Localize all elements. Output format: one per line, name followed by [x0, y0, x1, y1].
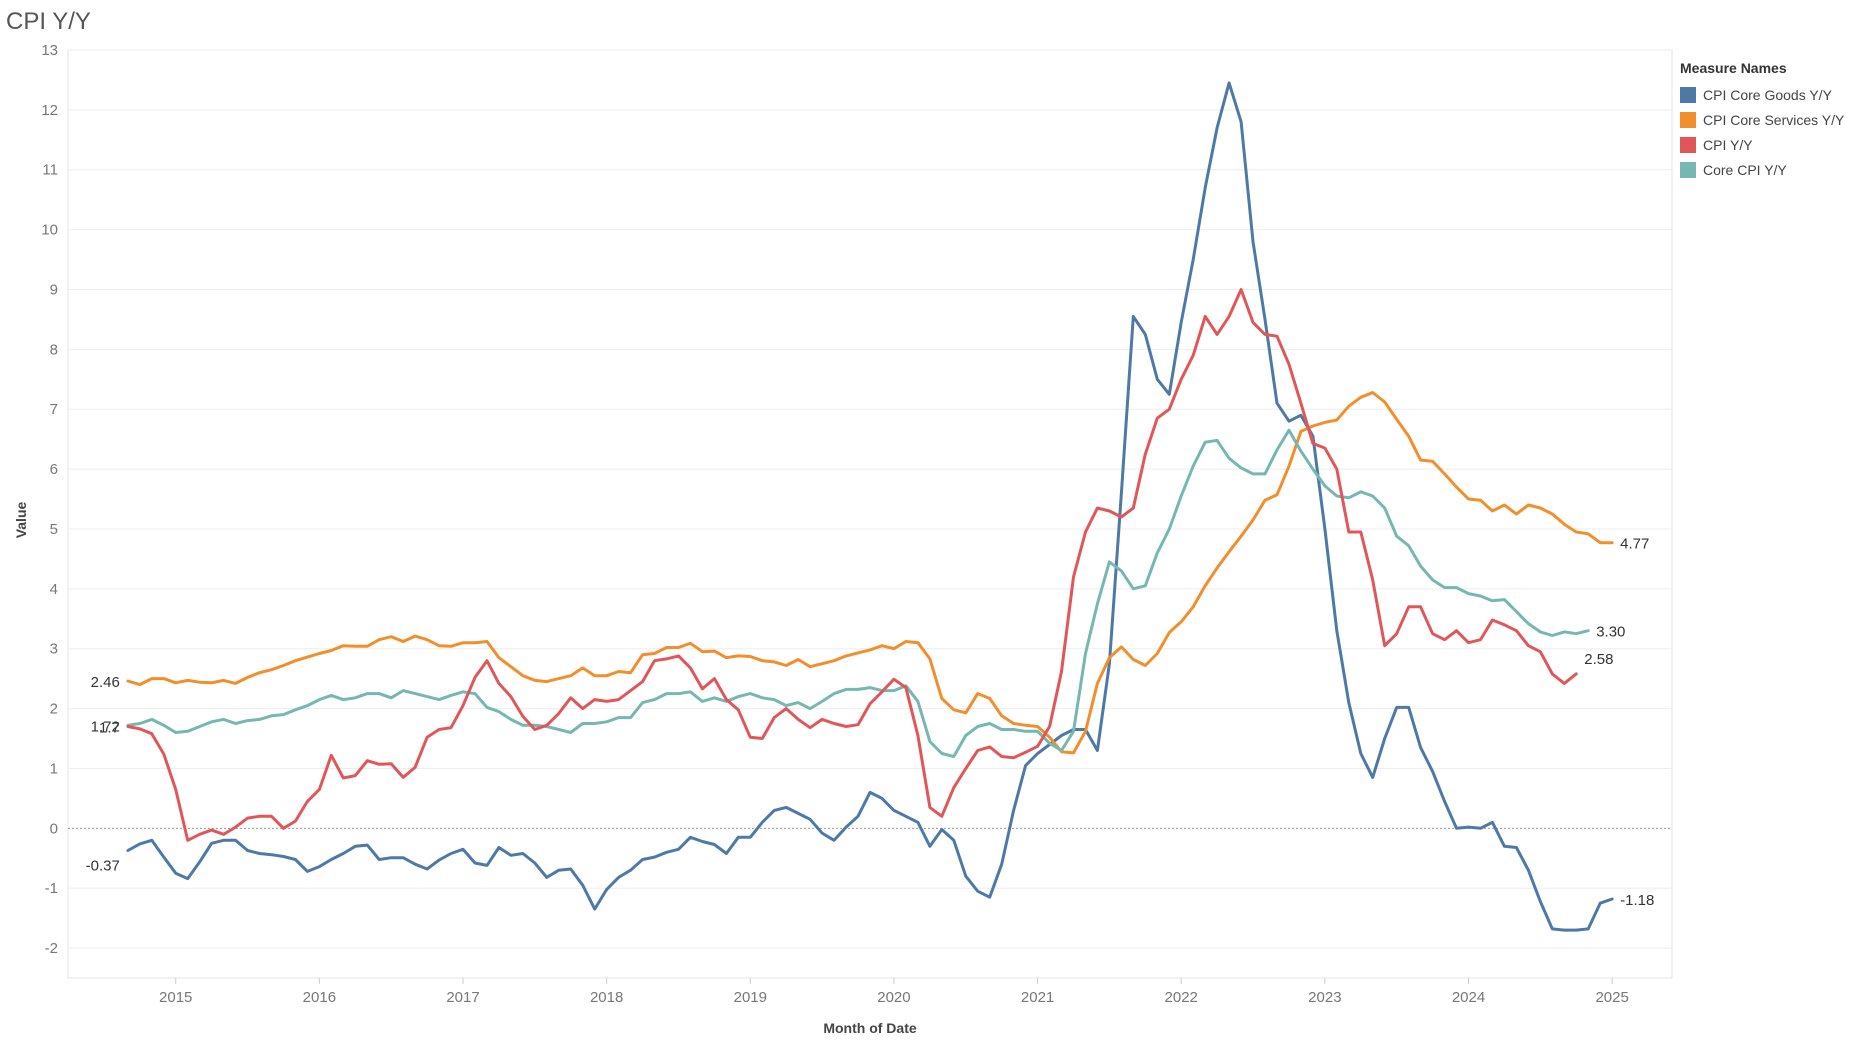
- legend-swatch: [1680, 86, 1696, 103]
- legend-item[interactable]: CPI Core Goods Y/Y: [1680, 82, 1844, 107]
- series-start-label: 2.46: [91, 674, 120, 691]
- legend-item[interactable]: CPI Core Services Y/Y: [1680, 107, 1844, 132]
- legend-label: CPI Core Goods Y/Y: [1703, 86, 1832, 103]
- y-tick-label: -2: [45, 940, 58, 957]
- series-lines: [126, 81, 1614, 932]
- y-axis-label: Value: [13, 502, 29, 539]
- x-tick-label: 2018: [590, 989, 623, 1006]
- y-tick-label: 3: [50, 641, 58, 658]
- legend-swatch: [1680, 161, 1696, 178]
- x-tick-label: 2024: [1452, 989, 1485, 1006]
- legend-title: Measure Names: [1680, 60, 1787, 76]
- legend-swatch: [1680, 136, 1696, 153]
- series-end-label: 2.58: [1584, 651, 1613, 668]
- y-tick-label: 12: [41, 102, 58, 119]
- x-tick-label: 2025: [1595, 989, 1628, 1006]
- y-tick-label: 9: [50, 281, 58, 298]
- series-line: [126, 428, 1590, 758]
- legend-label: CPI Core Services Y/Y: [1703, 111, 1845, 128]
- series-start-label: 1.7: [99, 720, 120, 737]
- y-tick-label: 4: [50, 581, 58, 598]
- x-tick-label: 2019: [734, 989, 767, 1006]
- series-line: [126, 288, 1578, 842]
- y-tick-label: -1: [45, 880, 58, 897]
- series-line: [126, 391, 1614, 755]
- y-tick-label: 11: [42, 162, 58, 179]
- y-tick-label: 8: [50, 341, 58, 358]
- series-end-label: -1.18: [1620, 892, 1654, 909]
- x-tick-label: 2021: [1021, 989, 1054, 1006]
- y-tick-label: 5: [50, 521, 58, 538]
- legend: Measure Names CPI Core Goods Y/Y CPI Cor…: [1680, 60, 1844, 182]
- y-tick-label: 2: [50, 701, 58, 718]
- legend-item[interactable]: CPI Y/Y: [1680, 132, 1844, 157]
- x-tick-label: 2017: [446, 989, 479, 1006]
- y-tick-label: 0: [50, 820, 58, 837]
- legend-label: Core CPI Y/Y: [1703, 161, 1787, 178]
- gridlines: [67, 49, 1673, 979]
- x-axis-label: Month of Date: [823, 1020, 917, 1036]
- series-start-label: -0.37: [86, 857, 120, 874]
- series-start-label: 1.72: [91, 718, 120, 735]
- y-tick-label: 1: [50, 760, 58, 777]
- x-tick-label: 2023: [1308, 989, 1341, 1006]
- x-tick-label: 2016: [303, 989, 336, 1006]
- y-tick-label: 7: [50, 401, 58, 418]
- y-tick-label: 13: [41, 42, 58, 59]
- plot-area: [67, 49, 1673, 979]
- x-tick-label: 2022: [1165, 989, 1198, 1006]
- y-tick-label: 6: [50, 461, 58, 478]
- legend-swatch: [1680, 111, 1696, 128]
- end-labels: -0.37 -1.18 2.46 4.77 1.7 2.58 1.72 3.30: [86, 536, 1655, 909]
- x-tick-label: 2015: [159, 989, 192, 1006]
- legend-label: CPI Y/Y: [1703, 136, 1753, 153]
- legend-item[interactable]: Core CPI Y/Y: [1680, 157, 1844, 182]
- series-line: [126, 81, 1614, 932]
- x-tick-label: 2020: [877, 989, 910, 1006]
- chart-title: CPI Y/Y: [6, 8, 91, 35]
- series-end-label: 3.30: [1596, 624, 1625, 641]
- y-tick-label: 10: [41, 222, 58, 239]
- series-end-label: 4.77: [1620, 536, 1649, 553]
